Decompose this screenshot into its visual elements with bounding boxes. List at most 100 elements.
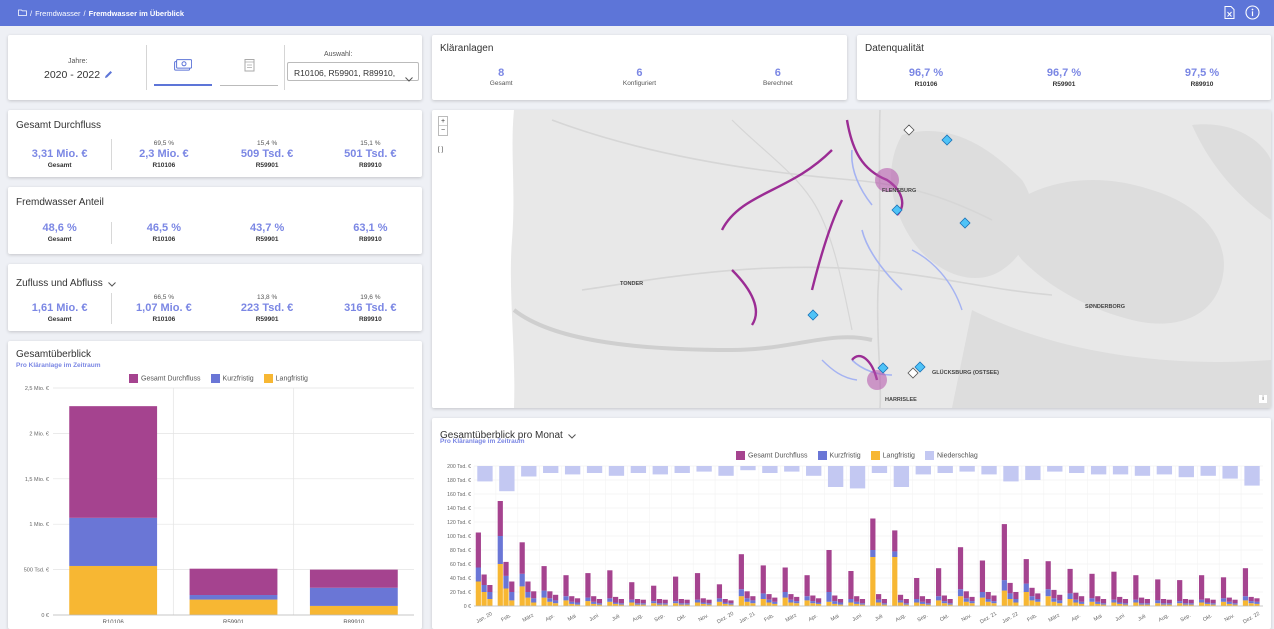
legend-item-langfristig[interactable]: Langfristig: [263, 374, 308, 383]
selection-dropdown[interactable]: R10106, R59901, R89910,: [287, 62, 419, 82]
bar-segment: [919, 603, 926, 606]
bar-segment: [848, 599, 854, 603]
bar-segment: [1117, 596, 1123, 603]
legend-item-durchfluss[interactable]: Gesamt Durchfluss: [736, 451, 808, 460]
bar-segment: [1089, 601, 1095, 606]
bar-segment: [963, 598, 969, 602]
legend-item-niederschlag[interactable]: Niederschlag: [924, 451, 978, 460]
bar-segment: [629, 582, 635, 600]
breadcrumb: / Fremdwasser / Fremdwasser im Überblick: [18, 9, 184, 18]
bar-segment: [656, 603, 663, 605]
bar-segment: [1023, 559, 1029, 584]
bar-segment: [1254, 601, 1260, 604]
legend-item-kurzfristig[interactable]: Kurzfristig: [210, 374, 254, 383]
bar-segment: [1242, 596, 1249, 601]
precipitation-bar: [871, 466, 888, 473]
inflow-card: Zufluss und Abfluss 1,61 Mio. € Gesamt 6…: [8, 264, 422, 331]
kpi-label: R89910: [358, 236, 382, 243]
bar-segment: [788, 602, 794, 606]
bar-segment: [870, 518, 876, 550]
kpi-percent: 15,4 %: [257, 140, 278, 147]
bar-segment: [1089, 573, 1095, 599]
bar-segment: [919, 596, 926, 602]
bar-segment: [684, 604, 690, 606]
kpi-value: 48,6 %: [42, 222, 77, 234]
bar-segment: [684, 603, 690, 605]
tab-money[interactable]: [154, 53, 212, 86]
volume-icon: [244, 58, 255, 85]
bar-segment: [1057, 600, 1063, 604]
map-info-button[interactable]: i: [1259, 395, 1267, 403]
bar-segment: [919, 601, 926, 604]
precipitation-bar: [696, 466, 712, 472]
bar-segment: [569, 596, 575, 602]
bar-segment: [574, 604, 581, 606]
precipitation-bar: [1178, 466, 1194, 478]
bar-segment: [607, 601, 613, 606]
bar-segment: [1111, 602, 1117, 606]
monthly-chart: 0 € 20 Tsd. € 40 Tsd. € 60 Tsd. € 80 Tsd. € 1…: [447, 464, 1263, 625]
legend-item-langfristig[interactable]: Langfristig: [870, 451, 915, 460]
zoom-out-button[interactable]: −: [440, 127, 446, 134]
quality-card: Datenqualität 96,7 % R10106 96,7 % R5990…: [857, 35, 1271, 100]
bar-segment: [804, 575, 810, 597]
bar-segment: [481, 574, 487, 585]
kpi-label: R10106: [152, 236, 176, 243]
y-tick-label: 100 Tsd. €: [447, 534, 471, 540]
zoom-in-button[interactable]: +: [439, 118, 447, 126]
map-canvas[interactable]: [432, 110, 1271, 408]
y-tick-label: 1 Mio. €: [29, 522, 49, 528]
bar-segment: [716, 601, 723, 606]
bar-segment: [1073, 592, 1079, 600]
x-tick-label: Sep.: [654, 613, 666, 624]
bar-segment: [591, 601, 597, 604]
monthly-title-toggle[interactable]: Gesamtüberblick pro Monat: [440, 426, 576, 444]
bar-segment: [618, 604, 624, 606]
bar-segment: [563, 575, 569, 597]
bar-segment: [553, 600, 559, 604]
y-tick-label: 0 €: [464, 604, 471, 610]
y-tick-label: 20 Tsd. €: [450, 590, 471, 596]
folder-icon[interactable]: [18, 9, 27, 18]
bar-segment: [1095, 603, 1101, 606]
years-selector[interactable]: 2020 - 2022: [44, 66, 113, 84]
bar-segment: [1155, 603, 1161, 606]
legend-item-kurzfristig[interactable]: Kurzfristig: [817, 451, 861, 460]
breadcrumb-root[interactable]: Fremdwasser: [35, 9, 81, 18]
bar-segment: [1045, 561, 1051, 590]
bar-segment: [1177, 601, 1183, 604]
bar-segment: [979, 597, 986, 606]
bar-segment: [706, 603, 712, 605]
precipitation-bar: [740, 466, 756, 471]
kpi-label: Gesamt: [47, 162, 72, 169]
legend-item-durchfluss[interactable]: Gesamt Durchfluss: [129, 374, 201, 383]
bar-segment: [848, 602, 854, 606]
precipitation-bar: [477, 466, 493, 482]
monthly-card: Gesamtüberblick pro Monat Pro Kläranlage…: [432, 418, 1271, 629]
bar-segment: [69, 517, 158, 566]
bar-segment: [541, 597, 547, 606]
bar-segment: [1100, 599, 1107, 604]
excel-export-icon[interactable]: [1221, 4, 1237, 20]
bar-segment: [794, 601, 800, 604]
kpi-label: R59901: [255, 162, 279, 169]
bar-segment: [914, 578, 920, 599]
tab-volume[interactable]: [220, 53, 278, 86]
bar-segment: [925, 599, 931, 604]
map-place-label: FLENSBURG: [882, 188, 917, 194]
fullscreen-button[interactable]: [ ]: [438, 147, 444, 153]
bar-segment: [309, 569, 398, 588]
info-icon[interactable]: [1244, 4, 1260, 20]
inflow-title-toggle[interactable]: Zufluss und Abfluss: [16, 274, 116, 292]
bar-segment: [1100, 604, 1107, 606]
bar-segment: [656, 604, 663, 606]
foreign-water-plant: 43,7 % R59901: [216, 222, 319, 244]
pencil-icon[interactable]: [104, 66, 113, 84]
bar-segment: [837, 604, 844, 606]
x-tick-label: Juli: [1137, 614, 1147, 623]
bar-segment: [957, 589, 964, 597]
foreign-water-card: Fremdwasser Anteil 48,6 % Gesamt 46,5 % …: [8, 187, 422, 254]
bar-segment: [1242, 600, 1249, 606]
plants-title: Kläranlagen: [440, 43, 494, 54]
map-card[interactable]: TONDER FLENSBURG SØNDERBORG GLÜCKSBURG (…: [432, 110, 1271, 408]
